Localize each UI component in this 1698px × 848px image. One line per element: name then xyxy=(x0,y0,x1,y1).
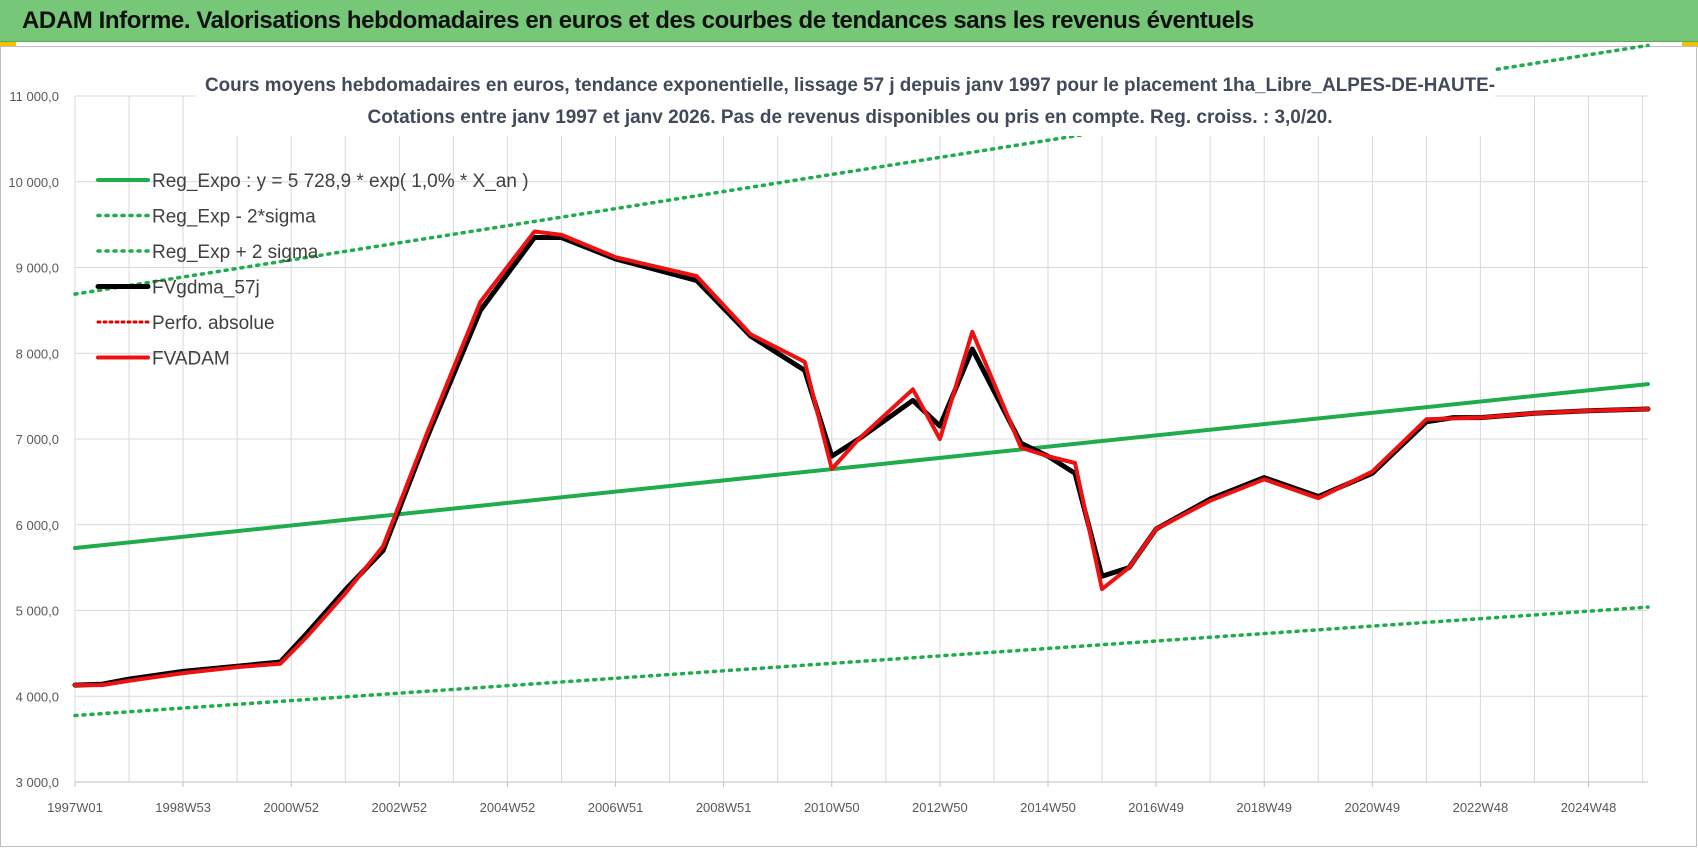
legend-label: FVADAM xyxy=(152,349,230,370)
x-tick-label: 2022W48 xyxy=(1453,800,1509,815)
series-line-3 xyxy=(72,235,1651,688)
title-layer: Cours moyens hebdomadaires en euros, ten… xyxy=(195,66,1495,136)
y-tick-label: 4 000,0 xyxy=(16,689,59,704)
x-tick-label: 2008W51 xyxy=(696,800,752,815)
y-tick-label: 5 000,0 xyxy=(16,604,59,619)
y-tick-label: 6 000,0 xyxy=(16,518,59,533)
x-tick-label: 2010W50 xyxy=(804,800,860,815)
legend-label: Reg_Expo : y = 5 728,9 * exp( 1,0% * X_a… xyxy=(152,171,529,192)
header-banner: ADAM Informe. Valorisations hebdomadaire… xyxy=(0,0,1698,42)
series-line-4 xyxy=(73,230,1650,687)
x-tick-label: 2018W49 xyxy=(1236,800,1292,815)
legend-label: Perfo. absolue xyxy=(152,313,275,334)
legend: Reg_Expo : y = 5 728,9 * exp( 1,0% * X_a… xyxy=(95,171,529,370)
chart-subtitle: Cotations entre janv 1997 et janv 2026. … xyxy=(368,107,1333,128)
title-background xyxy=(195,66,1495,136)
y-tick-label: 3 000,0 xyxy=(16,775,59,790)
legend-label: FVgdma_57j xyxy=(152,278,260,299)
y-tick-label: 11 000,0 xyxy=(9,89,59,104)
legend-label: Reg_Exp + 2 sigma xyxy=(152,242,319,263)
x-tick-label: 2000W52 xyxy=(263,800,319,815)
legend-label: Reg_Exp - 2*sigma xyxy=(152,207,316,228)
x-tick-label: 2024W48 xyxy=(1561,800,1617,815)
y-tick-label: 7 000,0 xyxy=(16,432,59,447)
series-line-1 xyxy=(73,605,1650,718)
x-tick-label: 2012W50 xyxy=(912,800,968,815)
y-tick-label: 8 000,0 xyxy=(16,346,59,361)
y-tick-label: 9 000,0 xyxy=(16,261,59,276)
plot-border xyxy=(0,46,1697,847)
series-line-5 xyxy=(73,229,1650,688)
corner-marker-left xyxy=(0,42,16,47)
x-tick-label: 1997W01 xyxy=(47,800,103,815)
x-tick-label: 2016W49 xyxy=(1128,800,1184,815)
x-tick-label: 1998W53 xyxy=(155,800,211,815)
x-tick-label: 2020W49 xyxy=(1344,800,1400,815)
x-tick-label: 2014W50 xyxy=(1020,800,1076,815)
chart-title: Cours moyens hebdomadaires en euros, ten… xyxy=(205,75,1495,96)
series-line-0 xyxy=(73,382,1650,550)
corner-marker-right xyxy=(1682,42,1698,47)
x-tick-label: 2004W52 xyxy=(480,800,536,815)
x-tick-label: 2006W51 xyxy=(588,800,644,815)
axis-layer: 3 000,0 4 000,0 5 000,0 6 000,0 7 000,0 8 000… xyxy=(8,89,1648,815)
series-layer xyxy=(72,43,1651,718)
x-tick-label: 2002W52 xyxy=(372,800,428,815)
grid-layer xyxy=(74,95,1648,783)
banner-title: ADAM Informe. Valorisations hebdomadaire… xyxy=(22,7,1254,34)
y-tick-label: 10 000,0 xyxy=(8,175,59,190)
